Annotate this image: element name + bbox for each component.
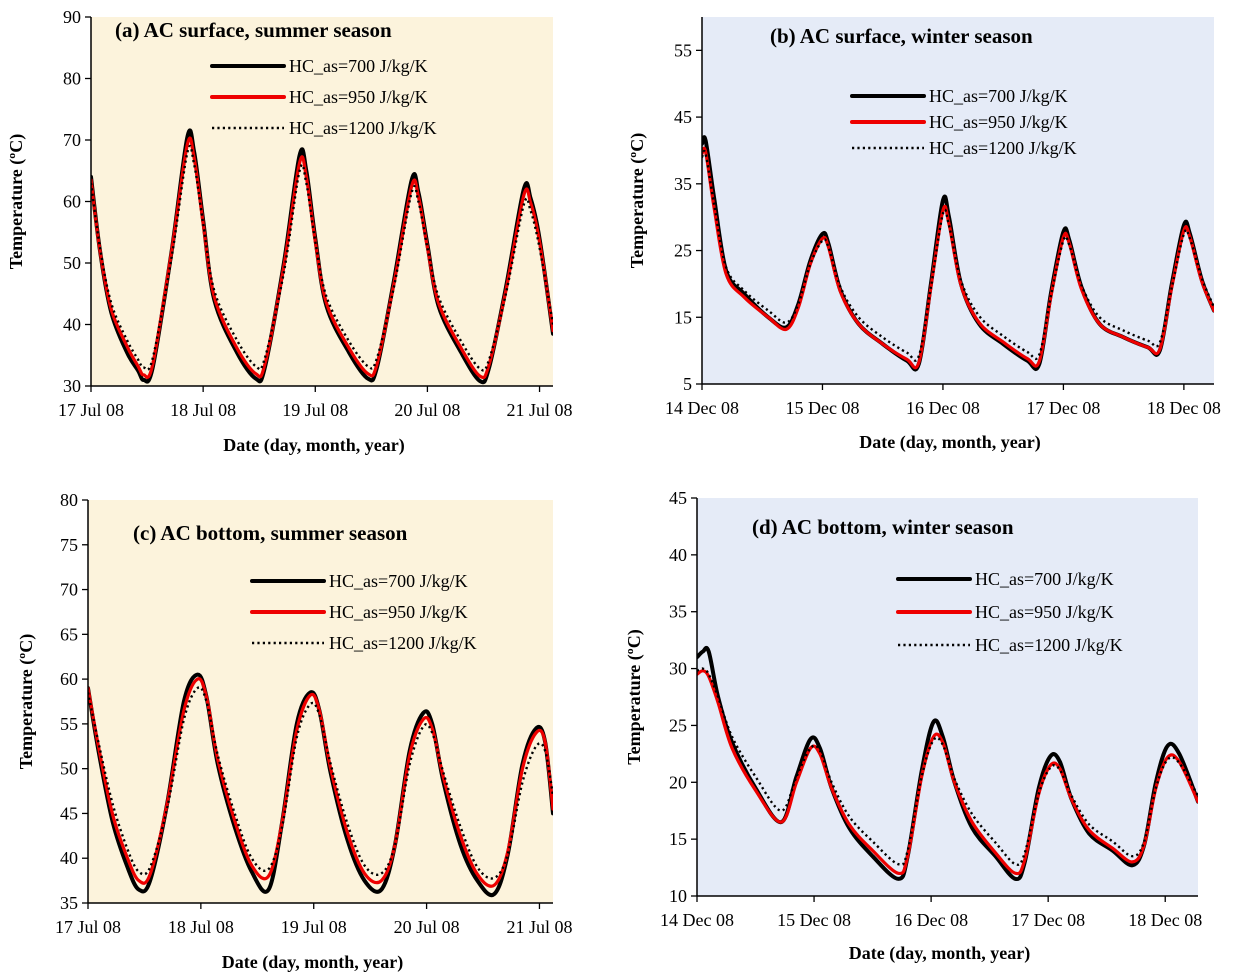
x-tick-label: 16 Dec 08 bbox=[906, 398, 980, 418]
legend-label-1: HC_as=700 J/kg/K bbox=[329, 571, 468, 591]
series-line-3 bbox=[91, 144, 553, 372]
x-tick-label: 14 Dec 08 bbox=[665, 398, 739, 418]
y-tick-label: 25 bbox=[669, 715, 687, 735]
y-tick-label: 30 bbox=[669, 659, 687, 679]
series-line-3 bbox=[697, 667, 1198, 866]
plot-background bbox=[702, 17, 1214, 384]
x-tick-label: 15 Dec 08 bbox=[785, 398, 859, 418]
chart-panel-a: 30 40 50 60 70 80 90 17 Jul 08 18 Jul 08 19 Jul 0… bbox=[6, 7, 573, 456]
x-tick-label: 18 Jul 08 bbox=[170, 400, 236, 420]
x-tick-label: 17 Jul 08 bbox=[58, 400, 124, 420]
y-tick-label: 70 bbox=[63, 130, 81, 150]
y-tick-label: 35 bbox=[669, 602, 687, 622]
y-tick-label: 50 bbox=[63, 253, 81, 273]
y-tick-label: 45 bbox=[60, 803, 78, 823]
y-axis-label: Temperature (ºC) bbox=[627, 133, 648, 268]
y-tick-label: 55 bbox=[674, 40, 692, 60]
y-axis-label: Temperature (ºC) bbox=[624, 629, 645, 764]
legend: HC_as=700 J/kg/K HC_as=950 J/kg/K HC_as=12… bbox=[250, 571, 477, 653]
y-tick-label: 90 bbox=[63, 7, 81, 27]
series-line-2 bbox=[88, 677, 553, 888]
x-tick-label: 18 Jul 08 bbox=[168, 917, 234, 937]
y-tick-label: 35 bbox=[674, 174, 692, 194]
x-tick-label: 18 Dec 08 bbox=[1128, 910, 1202, 930]
y-tick-label: 80 bbox=[63, 69, 81, 89]
x-tick-label: 18 Dec 08 bbox=[1147, 398, 1221, 418]
y-tick-label: 30 bbox=[63, 376, 81, 396]
chart-panel-b: 5 15 25 35 45 55 14 Dec 08 15 Dec 08 16 Dec 08 17… bbox=[627, 17, 1221, 453]
panel-title: (a) AC surface, summer season bbox=[115, 18, 392, 42]
y-tick-label: 80 bbox=[60, 490, 78, 510]
chart-panel-d: 10 15 20 25 30 35 40 45 14 Dec 08 15 Dec 08 16 Dec… bbox=[624, 488, 1202, 964]
y-axis-label: Temperature (ºC) bbox=[6, 134, 27, 269]
y-tick-label: 70 bbox=[60, 580, 78, 600]
x-tick-label: 17 Dec 08 bbox=[1026, 398, 1100, 418]
x-tick-label: 15 Dec 08 bbox=[777, 910, 851, 930]
x-tick-label: 21 Jul 08 bbox=[507, 400, 573, 420]
x-tick-label: 19 Jul 08 bbox=[282, 400, 348, 420]
plot-background bbox=[91, 17, 553, 386]
chart-panel-c: 35 40 45 50 55 60 65 70 75 80 17 Jul 08 18 Jul 08 19… bbox=[16, 490, 572, 973]
y-tick-label: 60 bbox=[63, 192, 81, 212]
y-tick-label: 15 bbox=[674, 307, 692, 327]
x-tick-label: 17 Dec 08 bbox=[1011, 910, 1085, 930]
legend: HC_as=700 J/kg/K HC_as=950 J/kg/K HC_as=12… bbox=[850, 86, 1077, 158]
panel-title: (b) AC surface, winter season bbox=[770, 24, 1033, 48]
y-tick-label: 20 bbox=[669, 772, 687, 792]
x-tick-label: 14 Dec 08 bbox=[660, 910, 734, 930]
y-tick-label: 25 bbox=[674, 241, 692, 261]
x-axis-label: Date (day, month, year) bbox=[223, 435, 404, 456]
x-tick-label: 20 Jul 08 bbox=[394, 917, 460, 937]
legend-label-3: HC_as=1200 J/kg/K bbox=[929, 138, 1077, 158]
y-tick-label: 40 bbox=[669, 545, 687, 565]
y-tick-label: 40 bbox=[60, 848, 78, 868]
legend: HC_as=700 J/kg/K HC_as=950 J/kg/K HC_as=12… bbox=[896, 569, 1123, 655]
y-tick-label: 15 bbox=[669, 829, 687, 849]
y-tick-label: 65 bbox=[60, 624, 78, 644]
panel-title: (c) AC bottom, summer season bbox=[133, 521, 408, 545]
y-tick-label: 55 bbox=[60, 714, 78, 734]
y-tick-label: 10 bbox=[669, 886, 687, 906]
series-line-2 bbox=[702, 146, 1214, 370]
legend-label-1: HC_as=700 J/kg/K bbox=[289, 56, 428, 76]
legend-label-2: HC_as=950 J/kg/K bbox=[975, 602, 1114, 622]
y-tick-label: 40 bbox=[63, 315, 81, 335]
legend-label-2: HC_as=950 J/kg/K bbox=[289, 87, 428, 107]
y-tick-label: 45 bbox=[669, 488, 687, 508]
series-line-2 bbox=[91, 136, 553, 380]
legend-label-2: HC_as=950 J/kg/K bbox=[929, 112, 1068, 132]
panel-title: (d) AC bottom, winter season bbox=[752, 515, 1014, 539]
x-tick-label: 16 Dec 08 bbox=[894, 910, 968, 930]
plot-background bbox=[697, 498, 1198, 896]
legend-label-3: HC_as=1200 J/kg/K bbox=[975, 635, 1123, 655]
legend-label-1: HC_as=700 J/kg/K bbox=[975, 569, 1114, 589]
plot-background bbox=[88, 500, 553, 903]
legend-label-3: HC_as=1200 J/kg/K bbox=[329, 633, 477, 653]
y-tick-label: 60 bbox=[60, 669, 78, 689]
x-axis-label: Date (day, month, year) bbox=[222, 952, 403, 973]
x-tick-label: 21 Jul 08 bbox=[506, 917, 572, 937]
y-tick-label: 5 bbox=[683, 374, 692, 394]
x-axis-label: Date (day, month, year) bbox=[859, 432, 1040, 453]
y-tick-label: 50 bbox=[60, 759, 78, 779]
y-tick-label: 45 bbox=[674, 107, 692, 127]
y-tick-label: 35 bbox=[60, 893, 78, 913]
legend-label-2: HC_as=950 J/kg/K bbox=[329, 602, 468, 622]
legend-label-1: HC_as=700 J/kg/K bbox=[929, 86, 1068, 106]
x-tick-label: 17 Jul 08 bbox=[55, 917, 121, 937]
x-axis-label: Date (day, month, year) bbox=[849, 943, 1030, 964]
y-axis-label: Temperature (ºC) bbox=[16, 634, 37, 769]
x-tick-label: 19 Jul 08 bbox=[281, 917, 347, 937]
x-tick-label: 20 Jul 08 bbox=[394, 400, 460, 420]
legend-label-3: HC_as=1200 J/kg/K bbox=[289, 118, 437, 138]
legend: HC_as=700 J/kg/K HC_as=950 J/kg/K HC_as=12… bbox=[210, 56, 437, 138]
y-tick-label: 75 bbox=[60, 535, 78, 555]
